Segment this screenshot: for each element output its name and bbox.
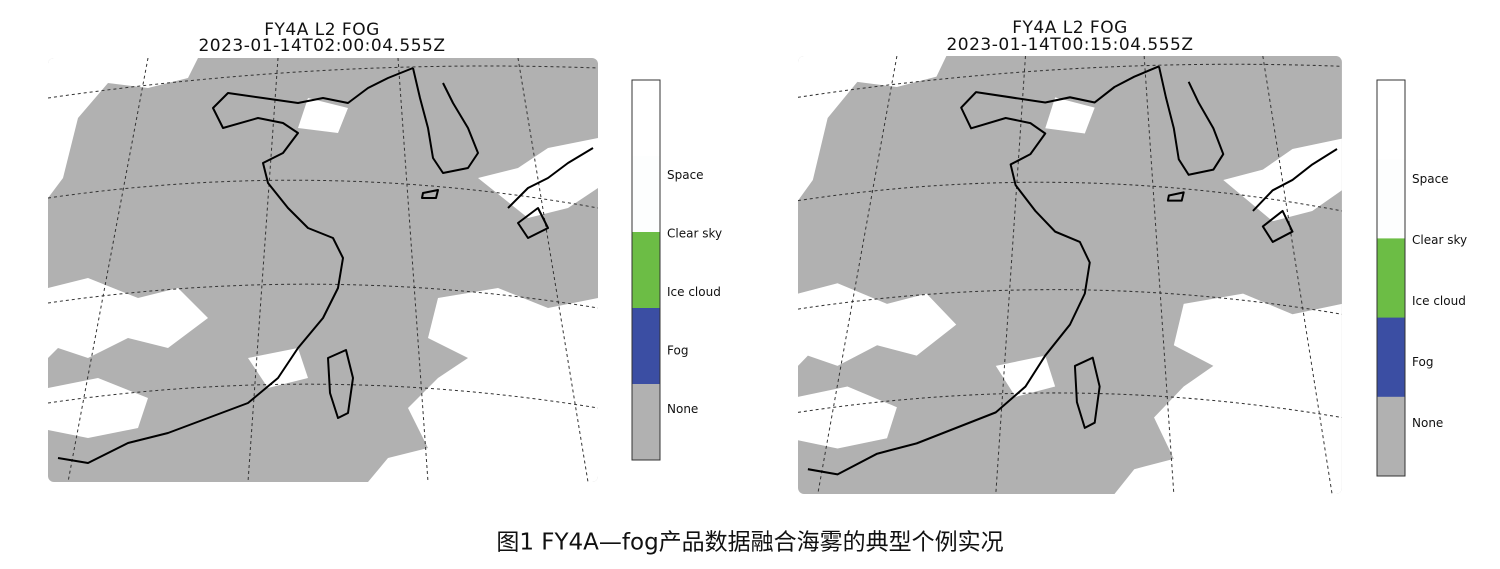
legend-label: Space [667, 168, 704, 182]
panel-timestamp: 2023-01-14T00:15:04.555Z [946, 35, 1193, 55]
colorbar-segment [632, 308, 660, 385]
legend-label: None [667, 402, 698, 416]
colorbar-segment [1377, 396, 1405, 477]
legend-label: Ice cloud [1412, 294, 1466, 308]
colorbar-segment [1377, 80, 1405, 160]
colorbar-segment [632, 156, 660, 233]
colorbar-segment [632, 232, 660, 309]
legend-label: None [1412, 416, 1443, 430]
legend-label: Space [1412, 172, 1449, 186]
colorbar-segment [1377, 317, 1405, 398]
colorbar-segment [1377, 159, 1405, 239]
map-panel-2 [798, 56, 1342, 494]
panel-timestamp: 2023-01-14T02:00:04.555Z [198, 36, 445, 56]
legend-label: Fog [667, 343, 688, 357]
panel-title: FY4A L2 FOG [1012, 18, 1128, 38]
colorbar-frame [1376, 79, 1406, 477]
caption: 图1 FY4A—fog产品数据融合海雾的典型个例实况 [496, 530, 1003, 556]
colorbar-segment [632, 80, 660, 157]
map-panel-1 [48, 58, 598, 482]
legend-label: Clear sky [667, 226, 722, 240]
colorbar-segment [1377, 238, 1405, 319]
colorbar-frame [631, 79, 661, 461]
legend-label: Clear sky [1412, 233, 1467, 247]
legend-label: Ice cloud [667, 285, 721, 299]
legend-label: Fog [1412, 355, 1433, 369]
colorbar-segment [632, 384, 660, 461]
panel-title: FY4A L2 FOG [264, 20, 380, 40]
